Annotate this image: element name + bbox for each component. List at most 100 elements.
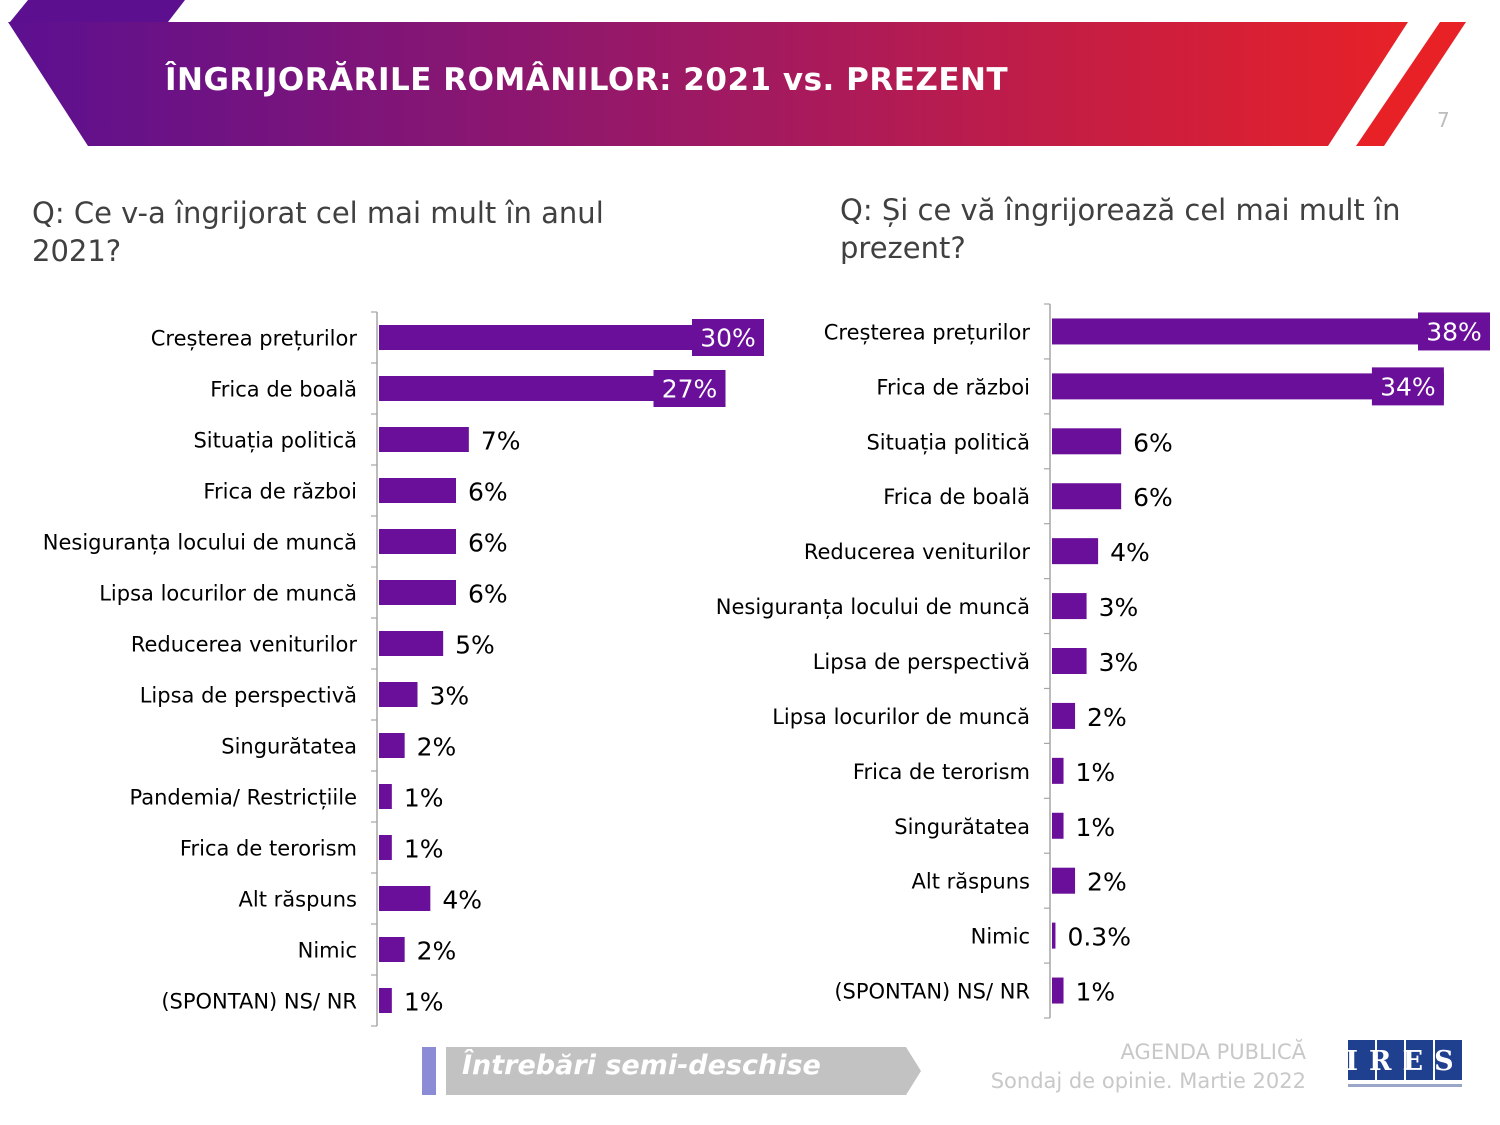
chart-present: Creșterea prețurilor 38% Frica de război 34… xyxy=(716,303,1490,1019)
left-bar xyxy=(379,835,392,860)
logo-box-4 xyxy=(1435,1040,1462,1080)
left-category-label: Creșterea prețurilor xyxy=(151,327,358,351)
right-value-label: 0.3% xyxy=(1067,923,1131,952)
left-bar xyxy=(379,580,456,605)
chart-2021: Creșterea prețurilor 30% Frica de boală 27%… xyxy=(43,311,764,1027)
left-value-label: 5% xyxy=(455,631,495,660)
footer-note: Întrebări semi-deschise xyxy=(462,1050,821,1081)
left-bar xyxy=(379,478,456,503)
question-2021: Q: Ce v-a îngrijorat cel mai mult în anu… xyxy=(32,196,604,268)
right-bar xyxy=(1052,593,1087,620)
right-value-label: 1% xyxy=(1076,758,1116,787)
left-value-label: 27% xyxy=(662,375,718,404)
right-category-label: Lipsa de perspectivă xyxy=(813,650,1030,674)
right-value-label: 38% xyxy=(1426,317,1482,346)
left-value-label: 1% xyxy=(404,835,444,864)
left-value-label: 30% xyxy=(700,324,756,353)
left-value-box xyxy=(653,370,726,407)
left-category-label: Lipsa de perspectivă xyxy=(140,684,357,708)
right-value-label: 4% xyxy=(1110,538,1150,567)
logo-text: IRES xyxy=(1348,1046,1463,1077)
right-value-label: 3% xyxy=(1099,593,1139,622)
right-bar xyxy=(1052,812,1064,839)
right-bar xyxy=(1052,538,1099,565)
left-bar xyxy=(379,988,392,1013)
footer-accent-bar xyxy=(422,1047,436,1095)
left-category-label: Nesiguranța locului de muncă xyxy=(43,531,357,555)
left-value-label: 4% xyxy=(442,886,482,915)
right-category-label: Nesiguranța locului de muncă xyxy=(716,595,1030,619)
left-category-label: Reducerea veniturilor xyxy=(131,633,357,657)
right-category-label: Situația politică xyxy=(866,430,1030,454)
left-category-label: Nimic xyxy=(298,939,357,963)
right-bar xyxy=(1052,428,1122,455)
right-value-box xyxy=(1371,367,1444,406)
left-value-label: 6% xyxy=(468,580,508,609)
left-value-label: 3% xyxy=(430,682,470,711)
logo-box-2 xyxy=(1377,1040,1404,1080)
left-category-label: (SPONTAN) NS/ NR xyxy=(161,990,357,1014)
right-value-label: 1% xyxy=(1076,813,1116,842)
left-value-label: 2% xyxy=(417,733,457,762)
left-category-label: Situația politică xyxy=(193,429,357,453)
left-value-label: 7% xyxy=(481,427,521,456)
left-value-label: 6% xyxy=(468,478,508,507)
left-bar xyxy=(379,427,469,452)
right-category-label: Singurătatea xyxy=(894,815,1030,839)
left-category-label: Frica de boală xyxy=(210,378,357,402)
banner-stripe xyxy=(1356,22,1466,146)
right-value-box xyxy=(1418,312,1490,351)
left-category-label: Frica de terorism xyxy=(180,837,357,861)
left-bar xyxy=(379,886,431,911)
right-category-label: Lipsa locurilor de muncă xyxy=(772,705,1030,729)
slide-title: ÎNGRIJORĂRILE ROMÂNILOR: 2021 vs. PREZEN… xyxy=(165,62,1009,98)
left-bar xyxy=(379,937,405,962)
right-value-label: 3% xyxy=(1099,648,1139,677)
right-value-label: 2% xyxy=(1087,703,1127,732)
source-title: AGENDA PUBLICĂ xyxy=(1120,1040,1306,1064)
right-bar xyxy=(1052,922,1056,949)
ires-logo: IRES xyxy=(1348,1040,1463,1087)
left-value-label: 1% xyxy=(404,988,444,1017)
logo-box-1 xyxy=(1348,1040,1375,1080)
logo-box-3 xyxy=(1406,1040,1433,1080)
right-category-label: Nimic xyxy=(971,925,1030,949)
right-value-label: 1% xyxy=(1076,978,1116,1007)
left-bar xyxy=(379,682,418,707)
left-bar xyxy=(379,529,456,554)
left-category-label: Lipsa locurilor de muncă xyxy=(99,582,357,606)
source-subtitle: Sondaj de opinie. Martie 2022 xyxy=(990,1069,1306,1093)
left-bar xyxy=(379,733,405,758)
right-value-label: 2% xyxy=(1087,868,1127,897)
title-banner xyxy=(8,0,1466,146)
left-value-label: 6% xyxy=(468,529,508,558)
right-bar xyxy=(1052,318,1490,345)
right-value-label: 34% xyxy=(1380,372,1436,401)
left-value-label: 1% xyxy=(404,784,444,813)
left-category-label: Singurătatea xyxy=(221,735,357,759)
right-category-label: Reducerea veniturilor xyxy=(804,540,1030,564)
right-category-label: Creșterea prețurilor xyxy=(824,320,1031,344)
left-value-label: 2% xyxy=(417,937,457,966)
right-bar xyxy=(1052,867,1076,894)
right-value-label: 6% xyxy=(1133,483,1173,512)
right-bar xyxy=(1052,757,1064,784)
left-category-label: Alt răspuns xyxy=(239,888,357,912)
logo-subline xyxy=(1348,1084,1462,1087)
banner-top-tab xyxy=(10,0,185,22)
question-present: Q: Și ce vă îngrijorează cel mai mult în… xyxy=(840,193,1401,265)
right-bar xyxy=(1052,702,1076,729)
right-bar xyxy=(1052,483,1122,510)
left-category-label: Frica de război xyxy=(203,480,357,504)
left-value-box xyxy=(692,319,764,356)
right-category-label: Frica de boală xyxy=(883,485,1030,509)
right-category-label: Frica de terorism xyxy=(853,760,1030,784)
left-bar xyxy=(379,631,444,656)
right-category-label: Alt răspuns xyxy=(912,870,1030,894)
right-category-label: (SPONTAN) NS/ NR xyxy=(834,980,1030,1004)
right-bar xyxy=(1052,977,1064,1004)
footer-note-shape xyxy=(446,1047,921,1095)
left-bar xyxy=(379,784,392,809)
banner-main xyxy=(8,22,1408,146)
